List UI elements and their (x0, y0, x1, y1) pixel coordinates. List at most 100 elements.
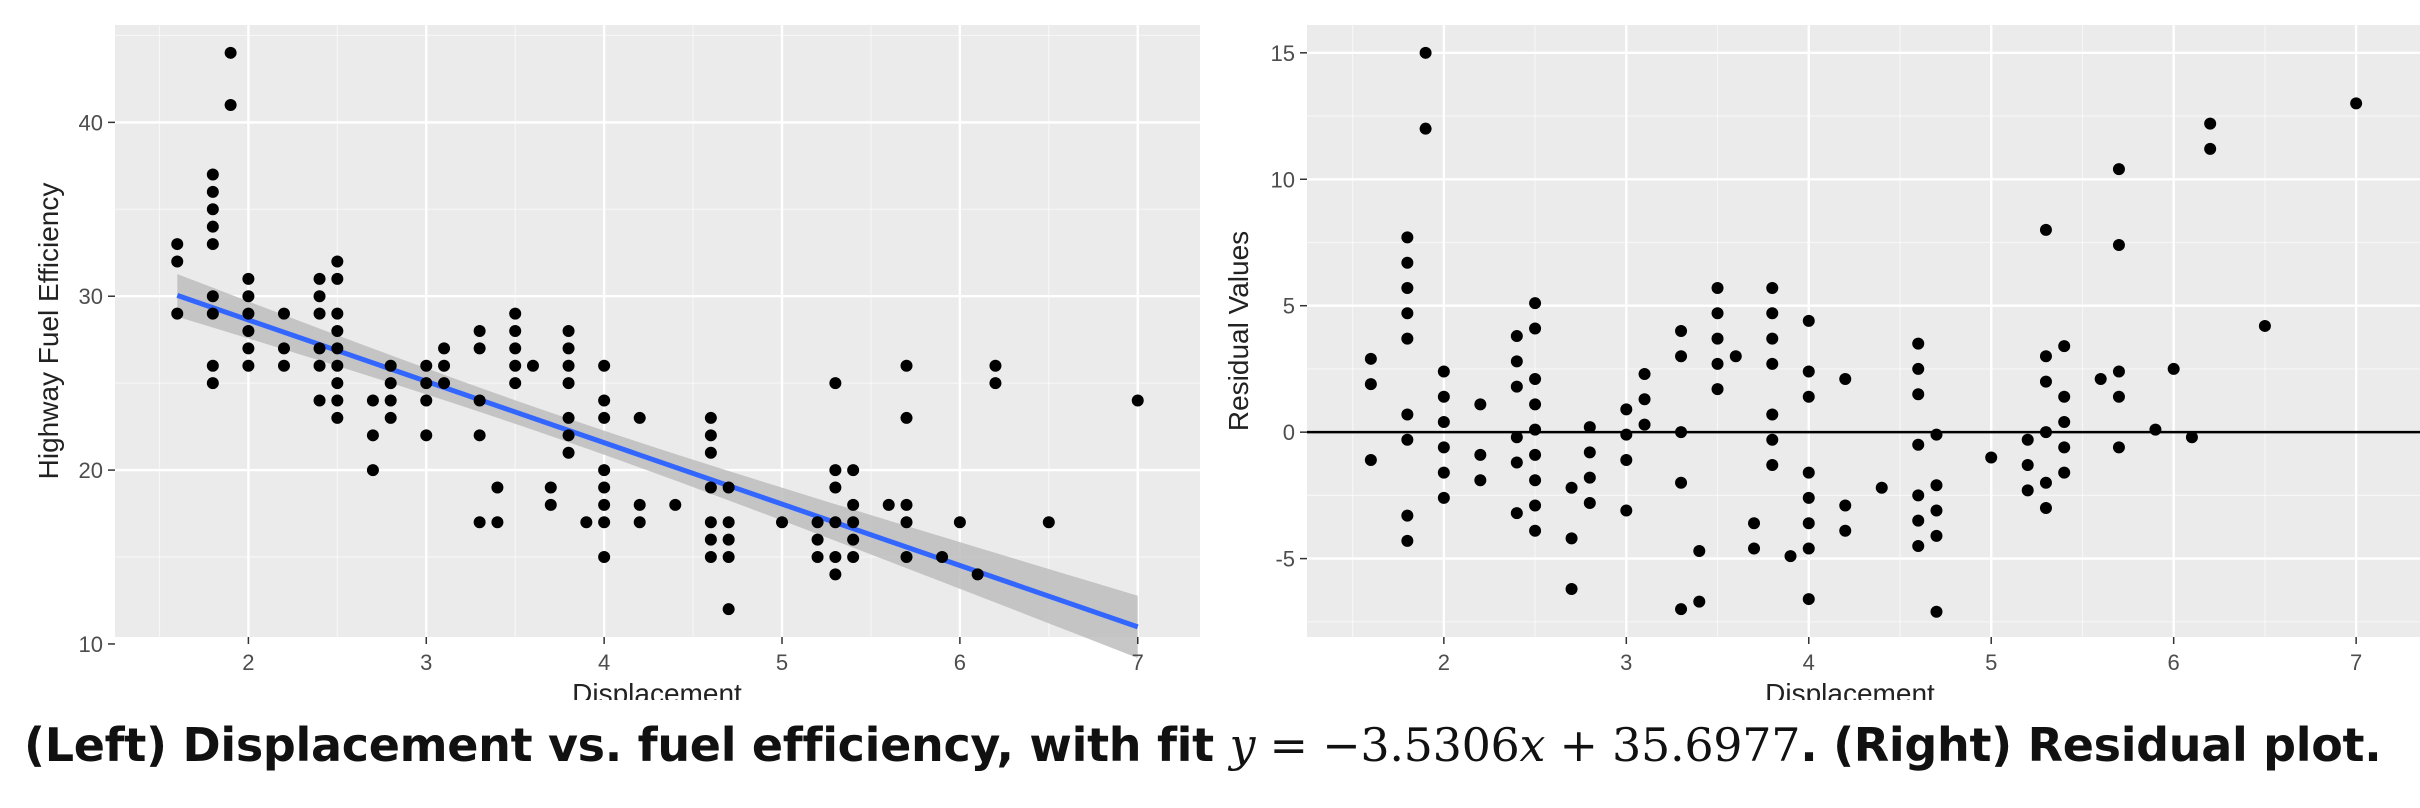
right-data-point (1766, 307, 1779, 320)
right-data-point (2058, 340, 2071, 353)
right-data-point (1529, 448, 1542, 461)
right-data-point (1529, 322, 1542, 335)
left-data-point (598, 481, 611, 494)
left-data-point (313, 359, 326, 372)
right-data-point (1510, 380, 1523, 393)
left-data-point (420, 377, 433, 390)
left-data-point (313, 394, 326, 407)
right-points (1364, 46, 2363, 618)
right-data-point (1565, 532, 1578, 545)
right-data-point (1930, 605, 1943, 618)
left-data-point (704, 411, 717, 424)
right-data-point (1638, 367, 1651, 380)
left-data-point (473, 516, 486, 529)
caption-tail: . (Right) Residual plot. (1800, 718, 2382, 772)
right-data-point (1912, 388, 1925, 401)
left-data-point (882, 498, 895, 511)
right-data-point (1766, 459, 1779, 472)
left-x-tick-label: 2 (242, 650, 254, 675)
right-y-axis-title: Residual Values (1223, 231, 1254, 431)
right-data-point (1620, 403, 1633, 416)
right-data-point (1711, 383, 1724, 396)
right-data-point (1839, 524, 1852, 537)
right-data-point (1510, 330, 1523, 343)
left-data-point (242, 325, 255, 337)
left-data-point (171, 307, 184, 320)
right-data-point (1583, 421, 1596, 434)
left-data-point (704, 429, 717, 442)
left-x-tick-label: 7 (1132, 650, 1144, 675)
left-data-point (331, 377, 344, 390)
left-data-point (847, 551, 860, 564)
left-data-point (331, 411, 344, 424)
right-data-point (1529, 398, 1542, 411)
right-data-point (1620, 504, 1633, 517)
left-y-tick-label: 40 (79, 110, 103, 135)
right-data-point (1474, 398, 1487, 411)
right-data-point (1583, 471, 1596, 484)
right-data-point (2021, 484, 2034, 497)
right-data-point (1912, 514, 1925, 527)
right-data-point (1620, 453, 1633, 466)
right-data-point (1802, 593, 1815, 606)
right-y-tick-label: -5 (1275, 547, 1295, 572)
right-data-point (1748, 517, 1761, 530)
right-data-point (1510, 456, 1523, 469)
left-data-point (829, 464, 842, 477)
left-data-point (598, 464, 611, 477)
right-data-point (1711, 282, 1724, 295)
right-data-point (2167, 362, 2180, 375)
right-data-point (1930, 529, 1943, 542)
left-data-point (562, 411, 575, 424)
left-points (171, 46, 1144, 616)
right-data-point (2112, 163, 2125, 176)
left-data-point (438, 342, 451, 355)
right-y-tick-label: 10 (1271, 167, 1295, 192)
left-data-point (669, 498, 682, 511)
left-data-point (704, 446, 717, 459)
right-data-point (1766, 282, 1779, 295)
left-data-point (633, 411, 646, 424)
left-data-point (313, 272, 326, 285)
left-data-point (331, 272, 344, 285)
left-data-point (331, 342, 344, 355)
right-data-point (1839, 499, 1852, 512)
right-data-point (1802, 542, 1815, 555)
left-data-point (473, 325, 486, 337)
right-data-point (1748, 542, 1761, 555)
left-data-point (206, 307, 219, 320)
right-data-point (1583, 446, 1596, 459)
left-data-point (206, 185, 219, 198)
right-data-point (2204, 142, 2217, 155)
right-data-point (2258, 319, 2271, 332)
right-x-tick-label: 2 (1438, 650, 1450, 675)
right-data-point (1802, 466, 1815, 479)
left-data-point (704, 481, 717, 494)
equation-y: y (1229, 718, 1256, 772)
right-data-point (1510, 507, 1523, 520)
left-y-tick-label: 10 (79, 632, 103, 657)
left-data-point (633, 498, 646, 511)
left-data-point (206, 168, 219, 181)
left-data-point (331, 359, 344, 372)
right-data-point (2112, 441, 2125, 454)
right-data-point (2039, 426, 2052, 439)
right-data-point (1401, 433, 1414, 446)
left-data-point (847, 516, 860, 529)
left-data-point (384, 394, 397, 407)
right-data-point (1638, 393, 1651, 406)
left-x-axis-title: Displacement (572, 678, 742, 700)
right-data-point (1401, 231, 1414, 244)
right-data-point (1529, 474, 1542, 487)
right-data-point (1711, 332, 1724, 345)
left-data-point (491, 516, 504, 529)
right-data-point (1401, 408, 1414, 421)
right-data-point (1912, 337, 1925, 350)
left-data-point (544, 481, 557, 494)
left-data-point (829, 568, 842, 581)
left-data-point (562, 377, 575, 390)
right-data-point (1419, 122, 1432, 135)
right-data-point (1364, 352, 1377, 365)
right-data-point (2058, 441, 2071, 454)
